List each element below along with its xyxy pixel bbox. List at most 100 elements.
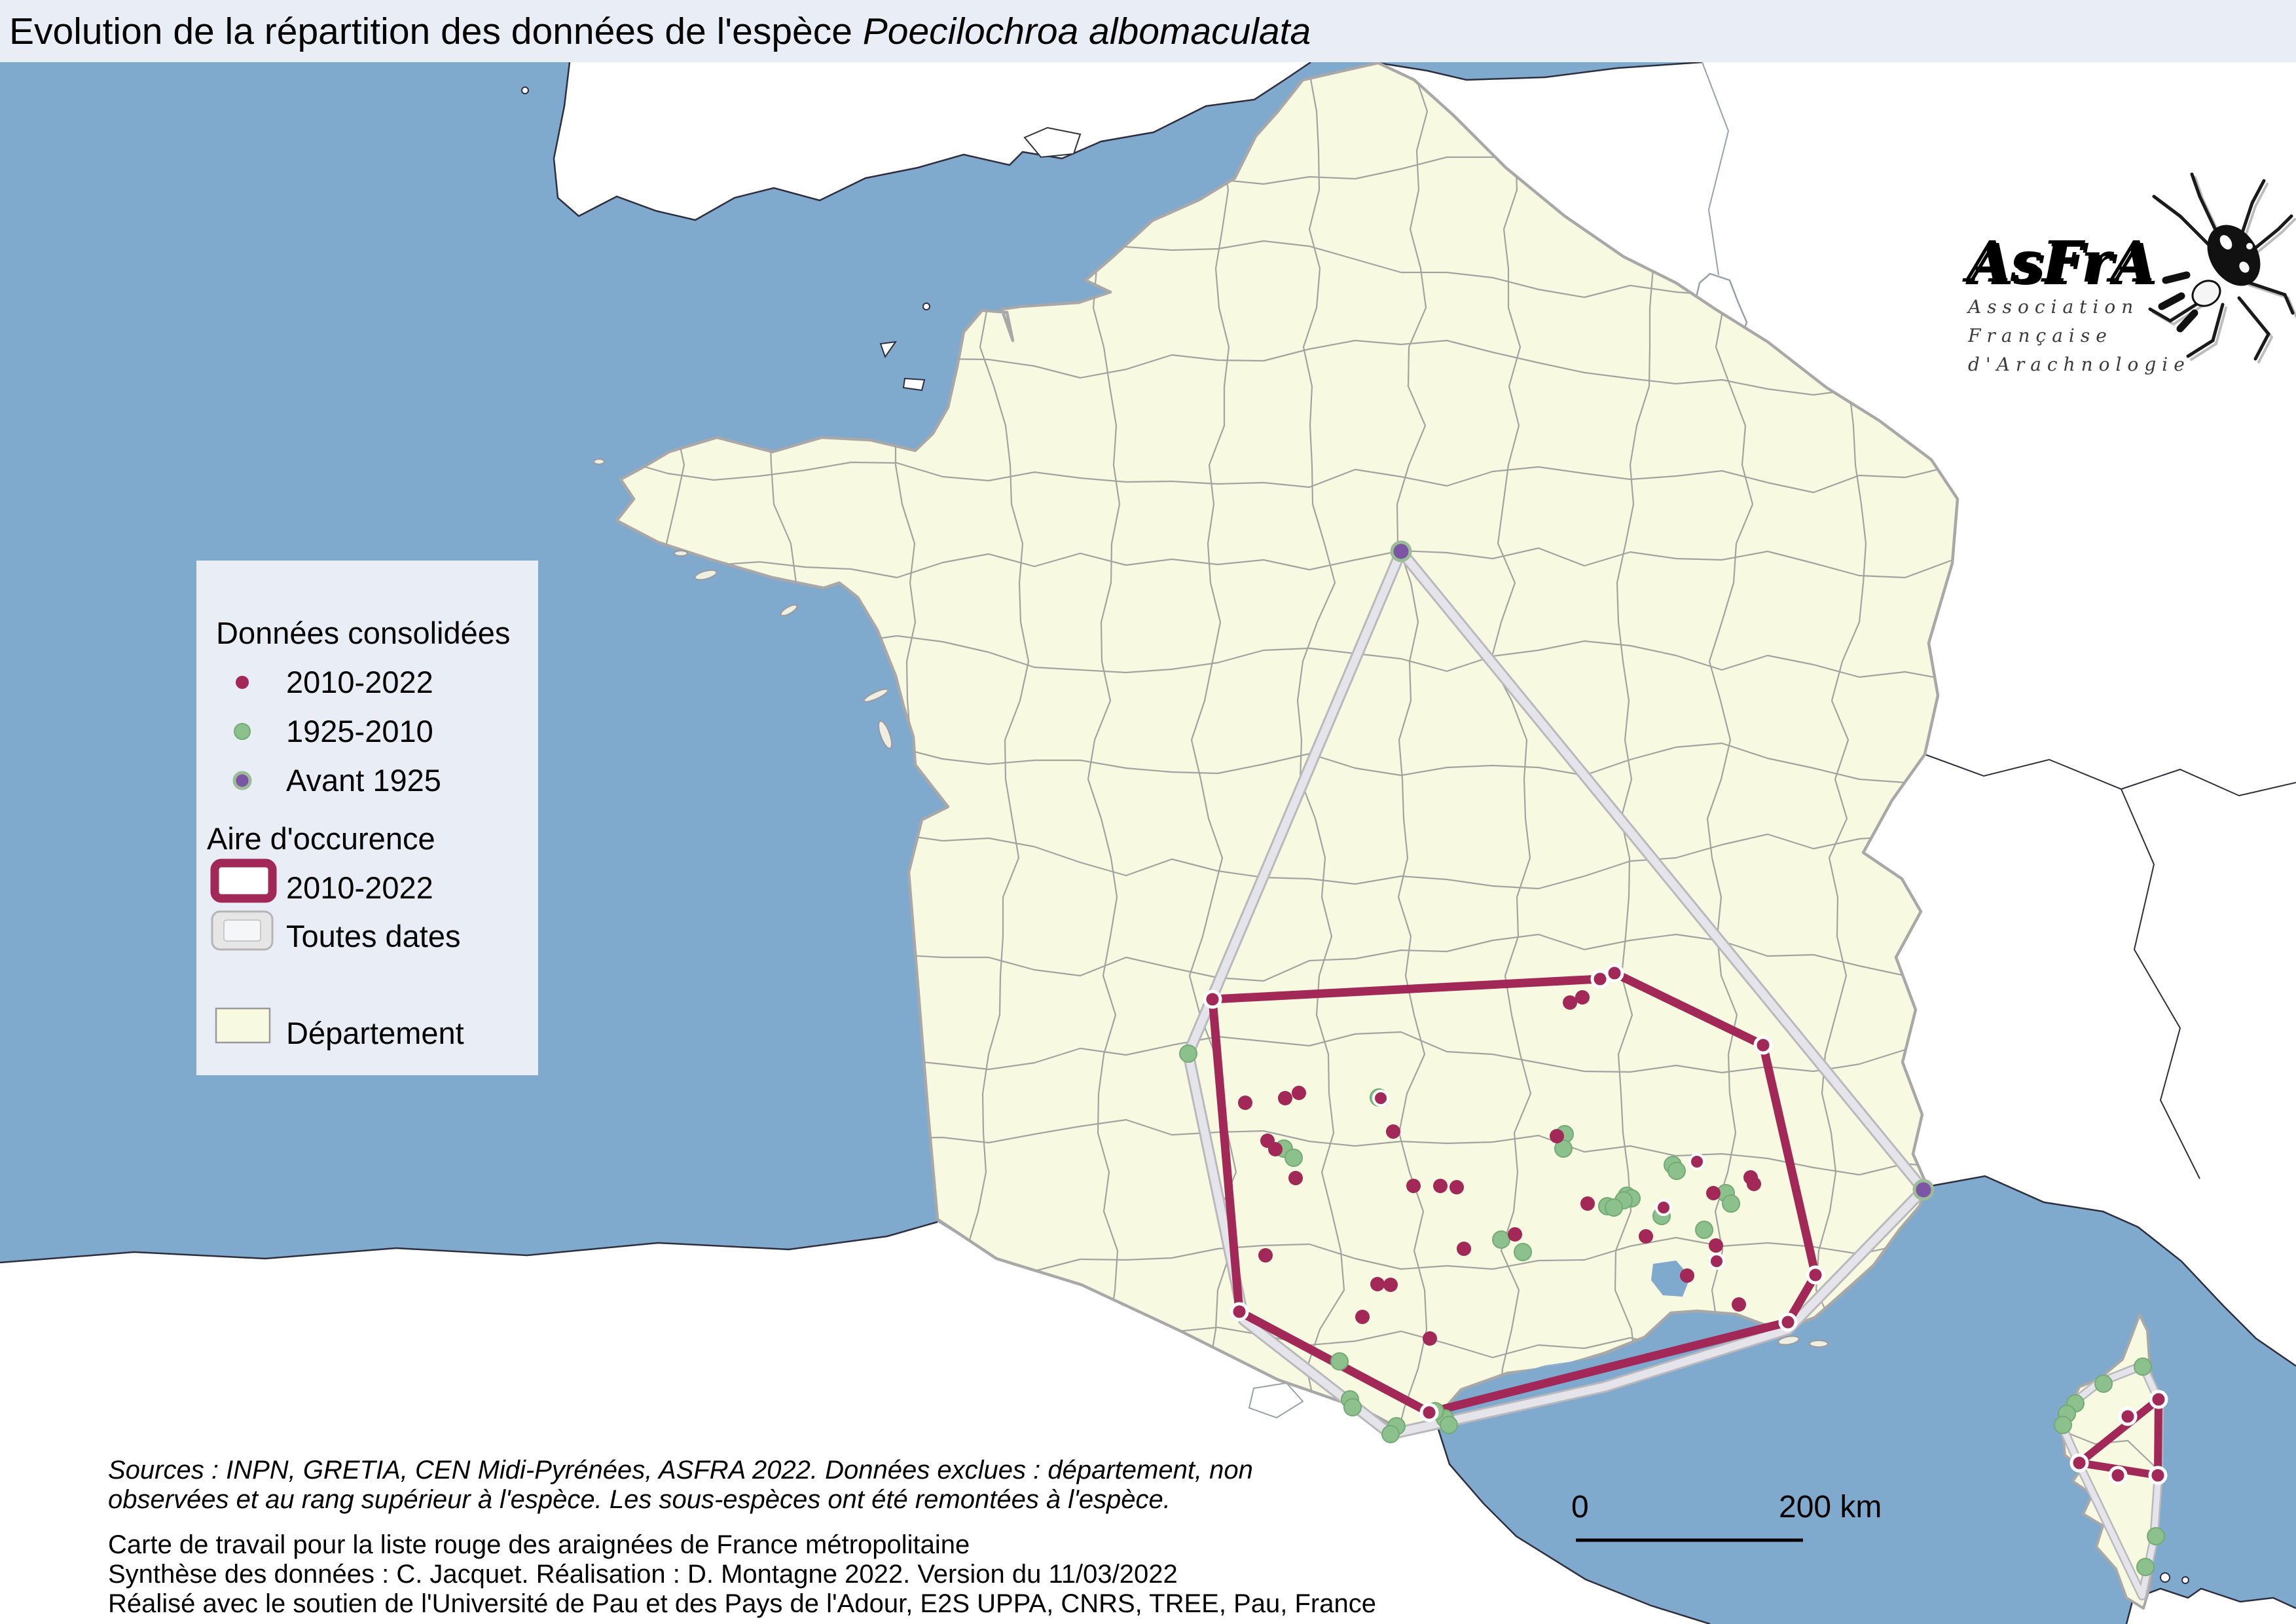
legend-dot-2010-2022-icon (236, 676, 249, 689)
occurrence-point-1925-2010 (1343, 1398, 1362, 1416)
spain-east-coastline (1434, 1418, 1711, 1624)
legend-heading-occurrence: Aire d'occurence (207, 821, 435, 856)
occurrence-point-2010-2022 (1292, 1086, 1306, 1100)
occurrence-point-1925-2010 (1285, 1149, 1303, 1167)
legend-label-department: Département (286, 1016, 464, 1050)
occurrence-point-2010-2022 (1580, 1196, 1595, 1211)
logo-acronym: AsFrA (1962, 229, 2155, 295)
logo-line-1: Association (1966, 296, 2139, 318)
legend-swatch-area-all-dates-inner (223, 919, 261, 942)
occurrence-point-2010-2022 (1383, 1278, 1398, 1292)
occurrence-point-1925-2010 (1179, 1044, 1197, 1063)
occurrence-point-1925-2010 (2094, 1375, 2113, 1393)
legend-background (196, 561, 538, 1075)
occurrence-point-2010-2022 (1258, 1248, 1273, 1263)
occurrence-point-1925-2010 (1722, 1194, 1740, 1213)
corsica-department-border (2062, 1430, 2160, 1471)
hull-vertex-point (1605, 963, 1624, 983)
occurrence-point-2010-2022 (1708, 1253, 1725, 1270)
logo-line-3: d'Arachnologie (1968, 354, 2191, 375)
occurrence-point-2010-2022 (1575, 990, 1590, 1005)
strait-islet (2181, 1576, 2189, 1584)
logo-acronym-shadow: AsFrA (1965, 232, 2158, 298)
northeast-landmass (1378, 62, 2296, 1366)
legend-label-area-recent: 2010-2022 (286, 870, 433, 905)
occurrence-point-2010-2022 (1423, 1331, 1437, 1346)
etang-de-berre (1651, 1261, 1690, 1297)
occurrence-point-2010-2022 (1688, 1153, 1705, 1170)
department-border (1393, 71, 1429, 1487)
legend-label-points-before1925: Avant 1925 (286, 763, 441, 798)
logo-line-2: Française (1967, 325, 2113, 346)
occurrence-point-2010-2022 (1550, 1129, 1564, 1143)
occurrence-point-1925-2010 (2136, 1558, 2155, 1576)
occurrence-point-2010-2022 (1457, 1242, 1471, 1256)
andorra (1248, 1382, 1304, 1419)
footer-line-1: Carte de travail pour la liste rouge des… (108, 1530, 970, 1559)
french-islets (593, 458, 1829, 1348)
asfra-logo: AsFrA AsFrA Association Française d'Arac… (1962, 172, 2296, 375)
isle-of-wight (1023, 126, 1082, 158)
foreign-land (0, 61, 2296, 1624)
spain-north-coastline (0, 1221, 938, 1264)
occurrence-point-2010-2022 (1288, 1171, 1303, 1185)
occurrence-point-1925-2010 (2054, 1416, 2072, 1434)
hull-vertex-point (1230, 1302, 1249, 1321)
legend-heading-consolidated: Données consolidées (216, 616, 510, 650)
footer: Sources : INPN, GRETIA, CEN Midi-Pyrénée… (108, 1456, 1376, 1618)
occurrence-point-1925-2010 (1514, 1243, 1532, 1261)
hull-vertex-point (1778, 1312, 1798, 1332)
sardinia-landmass (2126, 1589, 2296, 1624)
occurrence-point-1925-2010 (1440, 1416, 1458, 1434)
occurrence-point-2010-2022 (1238, 1096, 1252, 1110)
scale-bar: 0 200 km (1571, 1490, 1882, 1542)
footer-line-2: Synthèse des données : C. Jacquet. Réali… (108, 1560, 1178, 1589)
hull-vertex-point (1806, 1265, 1825, 1285)
legend-dot-avant-1925-icon (232, 771, 252, 790)
spider-icon (2148, 172, 2296, 363)
department-border (617, 547, 1952, 579)
legend-dot-1925-2010-icon (234, 723, 251, 740)
footer-sources-line-1: Sources : INPN, GRETIA, CEN Midi-Pyrénée… (108, 1456, 1253, 1485)
occurrence-point-2010-2022 (1508, 1227, 1522, 1242)
occurrence-point-2010-2022 (1680, 1268, 1694, 1283)
occurrence-point-2010-2022 (1449, 1180, 1464, 1194)
occurrence-point-1925-2010 (1695, 1221, 1713, 1239)
occurrence-point-2010-2022 (1372, 1090, 1389, 1107)
italy-internal-border (2121, 788, 2200, 1179)
occurrence-point-1925-2010 (1554, 1139, 1573, 1158)
occurrence-point-avant-1925 (1912, 1179, 1935, 1201)
hull-vertex-point (2149, 1390, 2168, 1409)
footer-sources-line-2: observées et au rang supérieur à l'espèc… (108, 1485, 1171, 1514)
occurrence-point-2010-2022 (1747, 1177, 1761, 1191)
occurrence-point-2010-2022 (1563, 995, 1577, 1010)
footer-line-3: Réalisé avec le soutien de l'Université … (108, 1589, 1376, 1618)
ligurian-coastline (1927, 1175, 2296, 1367)
hull-vertex-point (1203, 989, 1222, 1009)
jersey-island (902, 377, 926, 392)
legend-label-area-all-dates: Toutes dates (286, 919, 461, 953)
legend-panel: Données consolidées 2010-2022 1925-2010 … (196, 561, 538, 1075)
occurrence-point-2010-2022 (1406, 1179, 1421, 1193)
legend-label-points-recent: 2010-2022 (286, 665, 433, 699)
occurrence-point-1925-2010 (1492, 1230, 1510, 1249)
occurrence-point-avant-1925 (1390, 540, 1412, 563)
legend-label-points-old: 1925-2010 (286, 714, 433, 748)
belgian-coastline (1377, 61, 1703, 81)
occurrence-point-2010-2022 (1386, 1124, 1400, 1139)
title-bar-background (0, 0, 2296, 62)
occurrence-point-2010-2022 (1278, 1091, 1292, 1105)
coastal-lagoon (1499, 1359, 1591, 1378)
occurrence-point-2010-2022 (1639, 1229, 1653, 1244)
department-border (1489, 71, 1532, 1487)
occurrence-point-2010-2022 (1655, 1199, 1672, 1216)
guernsey-island (879, 341, 898, 359)
strait-islet (2160, 1572, 2170, 1583)
occurrence-point-1925-2010 (1667, 1162, 1686, 1180)
hull-all-dates (1184, 547, 1927, 1438)
hull-vertex-point (2069, 1453, 2089, 1473)
occurrence-point-2010-2022 (1433, 1179, 1448, 1193)
occurrence-point-2010-2022 (1370, 1277, 1385, 1291)
occurrence-point-1925-2010 (1605, 1198, 1623, 1217)
